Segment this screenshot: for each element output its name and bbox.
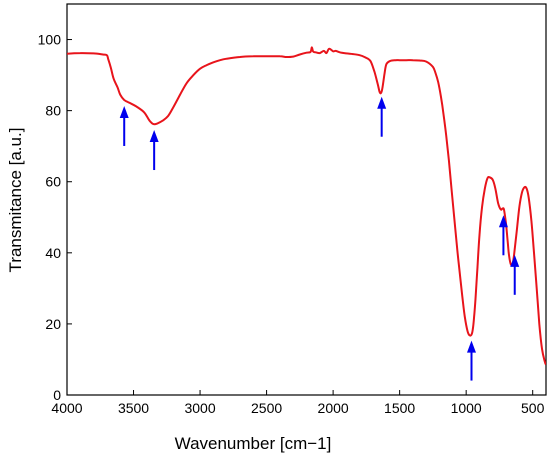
peak-arrow-head xyxy=(119,105,129,118)
plot-frame xyxy=(66,3,547,396)
y-tick-label: 60 xyxy=(45,174,61,190)
peak-arrow-head xyxy=(498,215,508,228)
y-tick-label: 80 xyxy=(45,103,61,119)
series-line xyxy=(67,46,546,366)
x-tick-label: 1500 xyxy=(384,400,415,416)
x-axis-ticks: 4000 3500 3000 2500 2000 1500 1000 500 xyxy=(51,390,545,416)
x-tick-label: 1000 xyxy=(451,400,482,416)
y-tick-label: 40 xyxy=(45,245,61,261)
peak-arrow-head xyxy=(466,340,476,353)
x-axis-label: Wavenumber [cm−1] xyxy=(175,434,332,453)
peak-arrow-head xyxy=(149,130,159,143)
y-tick-label: 100 xyxy=(38,32,62,48)
y-tick-label: 20 xyxy=(45,316,61,332)
y-axis-ticks: 0 20 40 60 80 100 xyxy=(38,32,72,403)
x-tick-label: 2000 xyxy=(318,400,349,416)
y-axis-label: Transmitance [a.u.] xyxy=(6,128,25,273)
x-tick-label: 500 xyxy=(521,400,545,416)
x-tick-label: 3500 xyxy=(118,400,149,416)
x-tick-label: 2500 xyxy=(251,400,282,416)
peak-arrow-head xyxy=(377,96,387,109)
x-tick-label: 4000 xyxy=(51,400,82,416)
x-tick-label: 3000 xyxy=(184,400,215,416)
y-tick-label: 0 xyxy=(53,387,61,403)
peak-arrow-head xyxy=(510,254,520,267)
peak-arrows xyxy=(119,96,520,381)
